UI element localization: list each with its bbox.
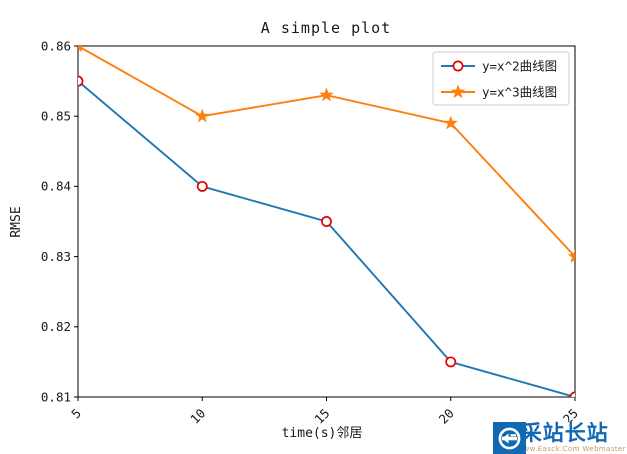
x-tick-label: 5 [68, 406, 84, 422]
x-tick-label: 10 [187, 406, 208, 427]
legend-entry: y=x^3曲线图 [441, 84, 557, 99]
x-tick-label: 20 [436, 406, 457, 427]
chart-title: A simple plot [261, 19, 391, 37]
y-tick-label: 0.84 [41, 179, 71, 194]
data-point-star-icon [443, 115, 458, 130]
easck-logo-icon [492, 422, 526, 454]
y-tick-label: 0.86 [41, 38, 71, 53]
data-point-star-icon [567, 249, 575, 263]
y-tick-label: 0.82 [41, 319, 71, 334]
watermark: 易采站长站 —— Www.Easck.Com Webmaster [492, 421, 626, 454]
legend: y=x^2曲线图 y=x^3曲线图 [432, 51, 570, 106]
y-axis-label: RMSE [9, 206, 24, 237]
watermark-text: 易采站长站 —— Www.Easck.Com Webmaster [498, 421, 626, 454]
watermark-tagline: —— Www.Easck.Com Webmaster [498, 445, 626, 453]
x-axis-label: time(s)邻居 [282, 426, 363, 441]
data-point-circle-icon [196, 180, 208, 192]
data-point-star-icon [319, 87, 334, 102]
legend-entry: y=x^2曲线图 [441, 58, 557, 73]
data-point-circle-icon [569, 391, 575, 397]
y-tick-label: 0.85 [41, 109, 71, 124]
series-line-0 [78, 80, 575, 397]
watermark-site-name: 易采站长站 [498, 421, 609, 445]
legend-label: y=x^2曲线图 [482, 58, 557, 73]
data-point-star-icon [78, 46, 83, 53]
y-tick-label: 0.83 [41, 249, 71, 264]
legend-marker-circle-icon [452, 60, 464, 72]
legend-label: y=x^3曲线图 [482, 84, 557, 99]
data-point-star-icon [195, 108, 210, 123]
y-tick-label: 0.81 [41, 389, 71, 404]
data-point-circle-icon [78, 75, 84, 87]
data-point-circle-icon [445, 356, 457, 368]
data-point-circle-icon [321, 216, 332, 227]
series-layer [78, 46, 575, 397]
x-tick-label: 15 [311, 406, 332, 427]
legend-marker-star-icon [450, 84, 466, 99]
